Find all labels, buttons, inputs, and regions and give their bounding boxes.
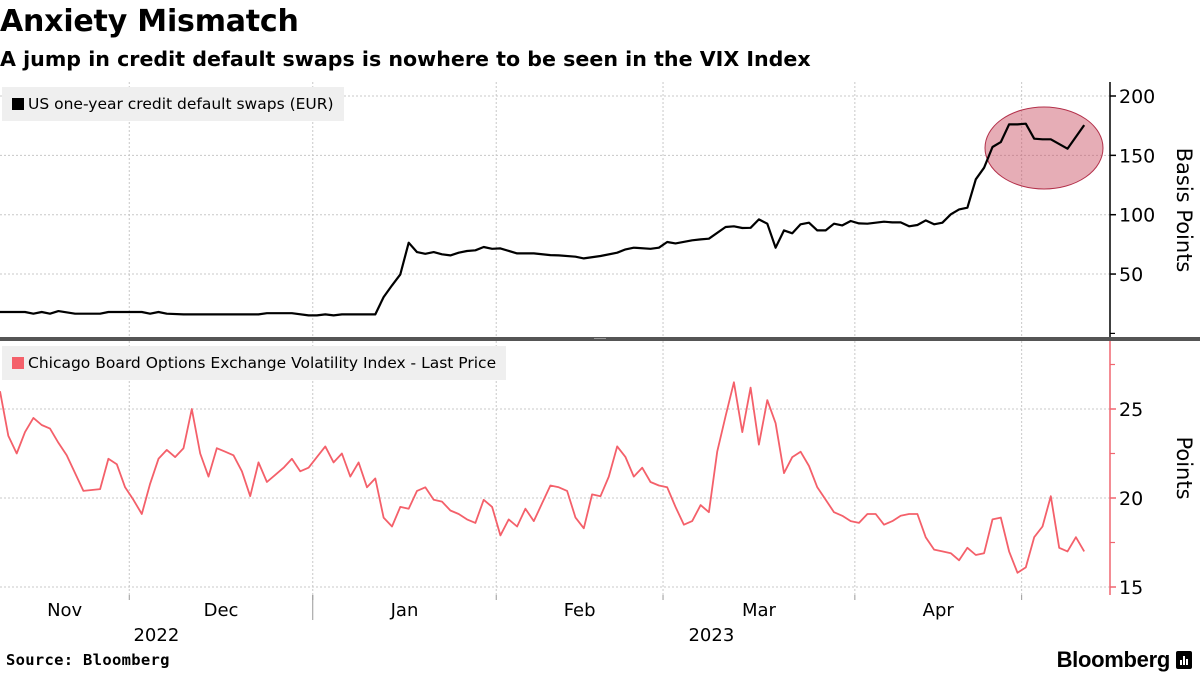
- highlight-annotation: [984, 106, 1104, 190]
- top-axis-title: Basis Points: [1172, 148, 1196, 273]
- chart-title: Anxiety Mismatch: [0, 4, 299, 39]
- legend-swatch-cds: [12, 98, 24, 110]
- legend-label-vix: Chicago Board Options Exchange Volatilit…: [28, 354, 497, 372]
- legend-vix: Chicago Board Options Exchange Volatilit…: [2, 346, 507, 380]
- x-month-label: Mar: [742, 600, 777, 621]
- x-month-label: Feb: [564, 600, 596, 621]
- vix-series-line: [0, 381, 1085, 574]
- bloomberg-logo: Bloomberg: [1057, 647, 1192, 673]
- y-tick-label: 25: [1119, 399, 1143, 421]
- panel-separator-grip[interactable]: [594, 338, 606, 339]
- y-tick-label: 50: [1119, 264, 1143, 286]
- y-tick-label: 150: [1119, 145, 1155, 167]
- x-year-label: 2023: [688, 625, 734, 646]
- y-tick-label: 20: [1119, 488, 1143, 510]
- highlight-ellipse: [984, 106, 1104, 190]
- legend-cds: US one-year credit default swaps (EUR): [2, 87, 344, 121]
- x-month-label: Nov: [47, 600, 82, 621]
- legend-label-cds: US one-year credit default swaps (EUR): [28, 95, 334, 113]
- cds-series-line: [0, 122, 1086, 317]
- x-month-label: Jan: [390, 600, 419, 621]
- bloomberg-chart-icon: [1176, 651, 1192, 669]
- x-year-label: 2022: [133, 625, 179, 646]
- series-lines: [0, 122, 1086, 574]
- y-tick-label: 200: [1119, 86, 1155, 108]
- axes: 50 100 150 200 15 20 25 Nov Dec Jan Feb Mar Apr 2022 2…: [47, 82, 1155, 646]
- source-note: Source: Bloomberg: [6, 651, 170, 669]
- bottom-axis-title: Points: [1172, 436, 1196, 499]
- y-tick-label: 15: [1119, 577, 1143, 599]
- logo-text: Bloomberg: [1056, 647, 1171, 672]
- x-month-label: Dec: [204, 600, 239, 621]
- legend-swatch-vix: [12, 357, 24, 369]
- y-tick-label: 100: [1119, 205, 1155, 227]
- x-month-label: Apr: [923, 600, 955, 621]
- chart-subtitle: A jump in credit default swaps is nowher…: [0, 47, 811, 71]
